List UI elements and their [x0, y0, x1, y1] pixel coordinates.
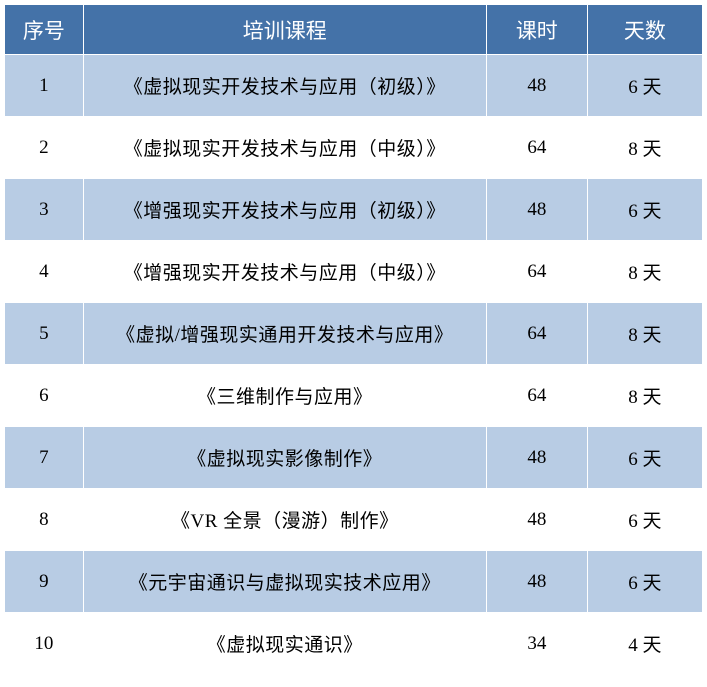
cell-num: 5: [5, 303, 84, 365]
cell-course: 《VR 全景（漫游）制作》: [83, 489, 486, 551]
table-row: 1《虚拟现实开发技术与应用（初级）》486 天: [5, 55, 703, 117]
cell-course: 《虚拟现实开发技术与应用（中级）》: [83, 117, 486, 179]
cell-course: 《元宇宙通识与虚拟现实技术应用》: [83, 551, 486, 613]
training-course-table: 序号 培训课程 课时 天数 1《虚拟现实开发技术与应用（初级）》486 天2《虚…: [4, 4, 703, 675]
cell-course: 《虚拟现实开发技术与应用（初级）》: [83, 55, 486, 117]
cell-num: 6: [5, 365, 84, 427]
cell-days: 6 天: [587, 179, 702, 241]
table-row: 6《三维制作与应用》648 天: [5, 365, 703, 427]
cell-days: 4 天: [587, 613, 702, 675]
cell-num: 9: [5, 551, 84, 613]
cell-hours: 48: [486, 551, 587, 613]
table-row: 2《虚拟现实开发技术与应用（中级）》648 天: [5, 117, 703, 179]
cell-num: 1: [5, 55, 84, 117]
table-row: 4《增强现实开发技术与应用（中级）》648 天: [5, 241, 703, 303]
cell-num: 10: [5, 613, 84, 675]
cell-hours: 64: [486, 241, 587, 303]
cell-course: 《虚拟/增强现实通用开发技术与应用》: [83, 303, 486, 365]
cell-hours: 34: [486, 613, 587, 675]
table-header-hours: 课时: [486, 5, 587, 55]
cell-days: 8 天: [587, 117, 702, 179]
cell-hours: 48: [486, 55, 587, 117]
cell-hours: 64: [486, 365, 587, 427]
cell-days: 6 天: [587, 427, 702, 489]
cell-course: 《虚拟现实通识》: [83, 613, 486, 675]
cell-days: 8 天: [587, 303, 702, 365]
table-row: 7《虚拟现实影像制作》486 天: [5, 427, 703, 489]
table-row: 8《VR 全景（漫游）制作》486 天: [5, 489, 703, 551]
cell-hours: 48: [486, 489, 587, 551]
table-row: 3《增强现实开发技术与应用（初级）》486 天: [5, 179, 703, 241]
cell-hours: 48: [486, 179, 587, 241]
table-header-num: 序号: [5, 5, 84, 55]
cell-course: 《增强现实开发技术与应用（中级）》: [83, 241, 486, 303]
cell-hours: 48: [486, 427, 587, 489]
cell-hours: 64: [486, 303, 587, 365]
cell-course: 《虚拟现实影像制作》: [83, 427, 486, 489]
cell-days: 8 天: [587, 365, 702, 427]
cell-course: 《三维制作与应用》: [83, 365, 486, 427]
table-header-row: 序号 培训课程 课时 天数: [5, 5, 703, 55]
cell-num: 7: [5, 427, 84, 489]
cell-num: 3: [5, 179, 84, 241]
cell-num: 4: [5, 241, 84, 303]
cell-days: 8 天: [587, 241, 702, 303]
table-row: 5《虚拟/增强现实通用开发技术与应用》648 天: [5, 303, 703, 365]
cell-num: 2: [5, 117, 84, 179]
table-row: 9《元宇宙通识与虚拟现实技术应用》486 天: [5, 551, 703, 613]
cell-days: 6 天: [587, 55, 702, 117]
table-header-course: 培训课程: [83, 5, 486, 55]
cell-days: 6 天: [587, 489, 702, 551]
table-row: 10《虚拟现实通识》344 天: [5, 613, 703, 675]
table-header-days: 天数: [587, 5, 702, 55]
cell-num: 8: [5, 489, 84, 551]
cell-hours: 64: [486, 117, 587, 179]
cell-days: 6 天: [587, 551, 702, 613]
cell-course: 《增强现实开发技术与应用（初级）》: [83, 179, 486, 241]
